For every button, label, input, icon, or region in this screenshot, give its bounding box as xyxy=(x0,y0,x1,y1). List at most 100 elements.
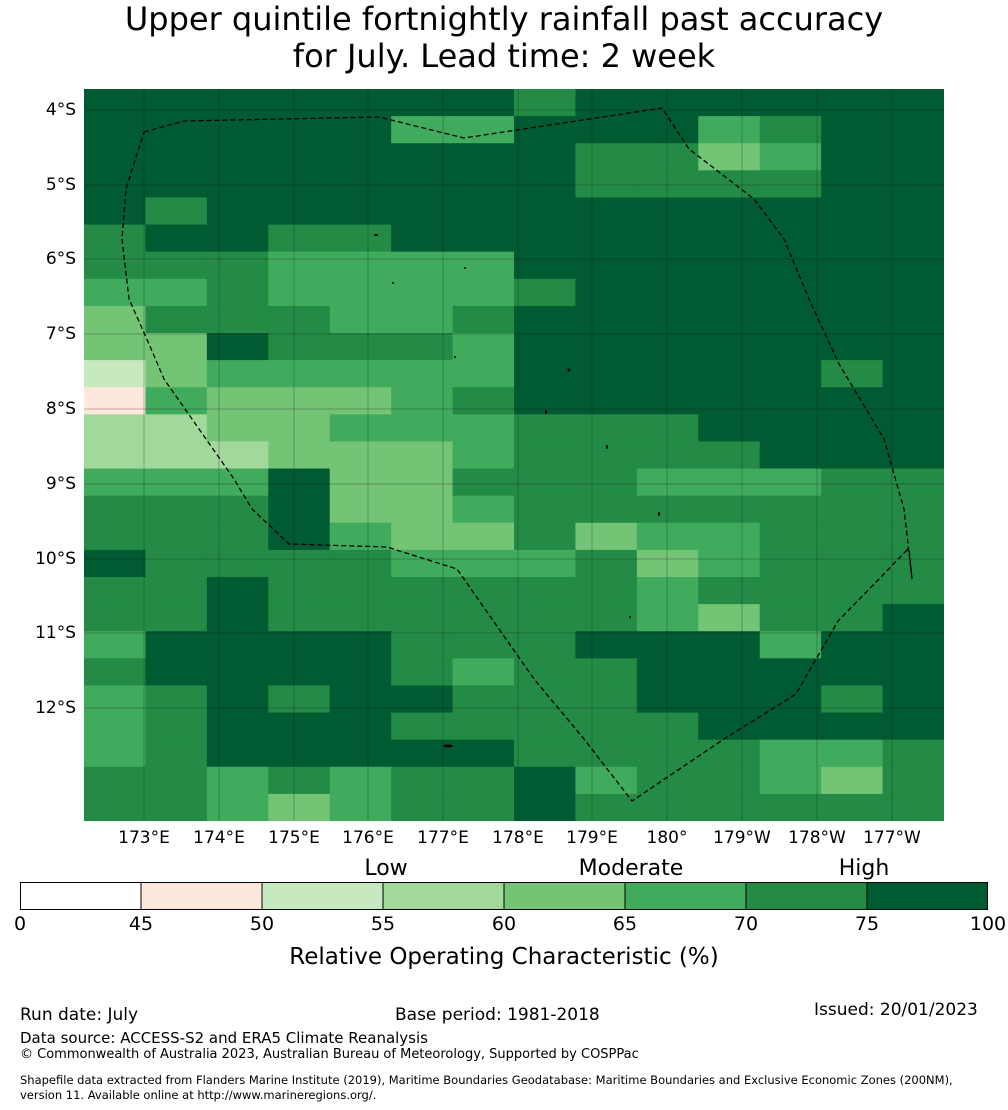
map-cell xyxy=(821,549,884,578)
map-cell xyxy=(636,305,699,334)
map-cell xyxy=(575,658,638,687)
map-cell xyxy=(821,278,884,307)
map-cell xyxy=(882,278,944,307)
map-cell xyxy=(821,766,884,795)
map-cell xyxy=(882,577,944,605)
map-cell xyxy=(575,549,638,578)
map-cell xyxy=(882,116,944,144)
island xyxy=(658,512,660,516)
map-cell xyxy=(821,739,884,768)
map-cell xyxy=(882,441,944,470)
map-cell xyxy=(821,685,884,714)
map-cell xyxy=(268,631,331,659)
map-cell xyxy=(698,522,761,551)
map-cell xyxy=(329,116,392,144)
map-cell xyxy=(575,387,638,415)
map-cell xyxy=(698,360,761,388)
map-cell xyxy=(268,739,331,768)
map-cell xyxy=(514,89,577,117)
lon-label: 179°W xyxy=(713,828,771,848)
map-cell xyxy=(514,441,577,470)
map-cell xyxy=(84,305,147,334)
map-cell xyxy=(575,360,638,388)
map-cell xyxy=(329,197,392,226)
map-cell xyxy=(698,549,761,578)
colorbar-bin xyxy=(746,882,867,910)
map-cell xyxy=(636,89,699,117)
map-cell xyxy=(698,116,761,144)
map-cell xyxy=(882,143,944,171)
map-cell xyxy=(759,495,822,524)
rainfall-accuracy-map xyxy=(84,89,944,821)
island xyxy=(606,445,608,449)
map-cell xyxy=(575,278,638,307)
map-cell xyxy=(575,251,638,280)
map-cell xyxy=(882,522,944,551)
map-cell xyxy=(698,89,761,117)
map-cell xyxy=(636,549,699,578)
island xyxy=(629,616,631,618)
map-cell xyxy=(329,766,392,795)
map-cell xyxy=(514,549,577,578)
lon-label: 178°W xyxy=(788,828,846,848)
map-cell xyxy=(145,468,208,497)
map-cell xyxy=(268,278,331,307)
map-cell xyxy=(391,197,454,226)
map-cell xyxy=(575,468,638,497)
map-cell xyxy=(145,170,208,199)
map-cell xyxy=(636,739,699,768)
map-cell xyxy=(391,549,454,578)
map-cell xyxy=(636,766,699,795)
map-cell xyxy=(514,631,577,659)
map-cell xyxy=(84,387,147,415)
map-cell xyxy=(391,658,454,687)
map-cell xyxy=(821,468,884,497)
map-cell xyxy=(84,549,147,578)
island xyxy=(567,368,571,372)
map-cell xyxy=(391,739,454,768)
map-cell xyxy=(145,143,208,171)
map-cell xyxy=(206,333,269,361)
map-cell xyxy=(145,631,208,659)
map-cell xyxy=(329,224,392,253)
map-cell xyxy=(698,441,761,470)
map-cell xyxy=(882,604,944,632)
map-cell xyxy=(145,712,208,741)
map-cell xyxy=(514,278,577,307)
map-cell xyxy=(452,197,515,226)
colorbar-title: Relative Operating Characteristic (%) xyxy=(289,944,719,970)
map-cell xyxy=(575,333,638,361)
lat-label-4s: 4°S xyxy=(45,100,76,120)
map-cell xyxy=(882,197,944,226)
map-cell xyxy=(698,333,761,361)
map-cell xyxy=(206,170,269,199)
map-cell xyxy=(452,170,515,199)
map-cell xyxy=(514,522,577,551)
map-cell xyxy=(329,170,392,199)
islands xyxy=(374,234,660,748)
map-cell xyxy=(882,685,944,714)
map-cell xyxy=(636,251,699,280)
map-cell xyxy=(391,766,454,795)
map-cell xyxy=(882,739,944,768)
map-cell xyxy=(636,441,699,470)
map-cell xyxy=(145,604,208,632)
map-cell xyxy=(698,577,761,605)
map-cell xyxy=(391,305,454,334)
map-cell xyxy=(636,170,699,199)
colorbar-tick: 70 xyxy=(733,913,759,935)
map-cell xyxy=(698,658,761,687)
colorbar-tick: 50 xyxy=(249,913,275,935)
map-cell xyxy=(268,197,331,226)
map-cell xyxy=(821,333,884,361)
map-cell xyxy=(636,685,699,714)
island xyxy=(443,744,453,748)
map-cell xyxy=(698,224,761,253)
map-cell xyxy=(514,468,577,497)
lon-label: 178°E xyxy=(492,828,544,848)
map-cell xyxy=(452,577,515,605)
colorbar-tick: 0 xyxy=(13,913,27,935)
map-cell xyxy=(84,522,147,551)
map-cell xyxy=(391,685,454,714)
map-cell xyxy=(84,278,147,307)
